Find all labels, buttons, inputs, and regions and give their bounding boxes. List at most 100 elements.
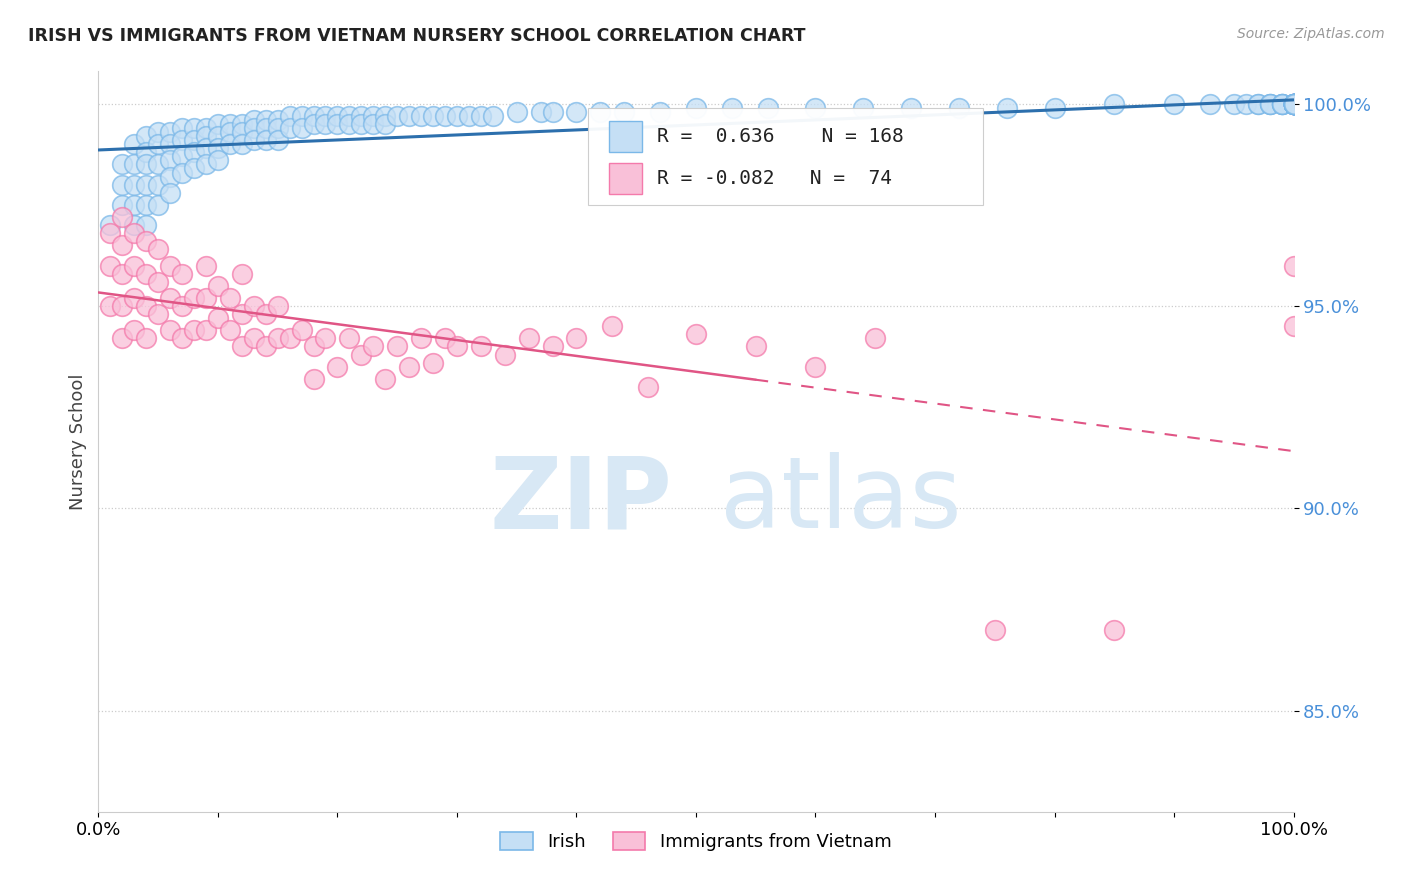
Point bbox=[685, 101, 707, 115]
Point bbox=[1282, 96, 1305, 111]
Point bbox=[1282, 96, 1305, 111]
Point bbox=[1282, 96, 1305, 111]
Point bbox=[1282, 96, 1305, 111]
Point bbox=[135, 331, 157, 345]
Point bbox=[481, 109, 505, 123]
Point bbox=[339, 117, 361, 131]
Point bbox=[159, 259, 181, 273]
Point bbox=[1282, 96, 1305, 111]
Point bbox=[302, 372, 325, 386]
Point bbox=[1282, 96, 1305, 111]
Point bbox=[1282, 96, 1305, 111]
Point bbox=[1282, 96, 1305, 111]
Point bbox=[1282, 259, 1305, 273]
Point bbox=[1199, 96, 1222, 111]
Point bbox=[195, 129, 218, 144]
FancyBboxPatch shape bbox=[589, 109, 983, 204]
Point bbox=[326, 109, 349, 123]
Point bbox=[1282, 96, 1305, 111]
Point bbox=[124, 198, 146, 212]
Point bbox=[1282, 96, 1305, 111]
Point bbox=[948, 101, 970, 115]
Point bbox=[135, 218, 157, 232]
Point bbox=[148, 243, 170, 257]
Text: ZIP: ZIP bbox=[489, 452, 672, 549]
Text: R = -0.082   N =  74: R = -0.082 N = 74 bbox=[657, 169, 891, 188]
Point bbox=[721, 101, 744, 115]
Point bbox=[183, 291, 205, 305]
Point bbox=[159, 323, 181, 337]
Point bbox=[148, 198, 170, 212]
Point bbox=[1282, 96, 1305, 111]
Point bbox=[1282, 96, 1305, 111]
Point bbox=[219, 291, 242, 305]
Point bbox=[517, 331, 540, 345]
Point bbox=[411, 109, 433, 123]
Point bbox=[111, 210, 134, 224]
Point bbox=[494, 347, 516, 361]
Point bbox=[254, 133, 277, 147]
Point bbox=[148, 275, 170, 289]
Point bbox=[183, 161, 205, 176]
Point bbox=[804, 359, 827, 374]
Point bbox=[98, 299, 122, 313]
Point bbox=[159, 125, 181, 139]
Point bbox=[1282, 319, 1305, 334]
Point bbox=[1282, 96, 1305, 111]
Point bbox=[243, 112, 266, 127]
Point bbox=[458, 109, 481, 123]
Point bbox=[278, 109, 301, 123]
Point bbox=[195, 157, 218, 171]
Y-axis label: Nursery School: Nursery School bbox=[69, 373, 87, 510]
Point bbox=[1282, 96, 1305, 111]
Point bbox=[231, 125, 253, 139]
Point bbox=[243, 120, 266, 135]
Point bbox=[1282, 96, 1305, 111]
Point bbox=[446, 109, 468, 123]
Point bbox=[183, 133, 205, 147]
Point bbox=[446, 339, 468, 353]
Point bbox=[243, 331, 266, 345]
Point bbox=[422, 109, 444, 123]
Point bbox=[172, 133, 194, 147]
Point bbox=[1282, 96, 1305, 111]
Point bbox=[1104, 96, 1126, 111]
Point bbox=[1234, 96, 1257, 111]
Point bbox=[254, 112, 277, 127]
Point bbox=[326, 359, 349, 374]
Point bbox=[745, 339, 768, 353]
Point bbox=[243, 133, 266, 147]
Point bbox=[1282, 96, 1305, 111]
Point bbox=[1282, 96, 1305, 111]
Point bbox=[565, 331, 588, 345]
Point bbox=[1282, 96, 1305, 111]
Point bbox=[1282, 96, 1305, 111]
Point bbox=[195, 259, 218, 273]
Point bbox=[1282, 96, 1305, 111]
Point bbox=[541, 339, 564, 353]
Point bbox=[267, 120, 290, 135]
Point bbox=[374, 109, 396, 123]
Point bbox=[1282, 96, 1305, 111]
Point bbox=[267, 133, 290, 147]
Point bbox=[111, 331, 134, 345]
Point bbox=[124, 157, 146, 171]
Point bbox=[195, 291, 218, 305]
Point bbox=[111, 157, 134, 171]
Point bbox=[243, 299, 266, 313]
Point bbox=[589, 104, 612, 119]
Point bbox=[1282, 96, 1305, 111]
Point bbox=[219, 117, 242, 131]
Point bbox=[541, 104, 564, 119]
Point bbox=[1104, 623, 1126, 637]
Point bbox=[1223, 96, 1246, 111]
Point bbox=[207, 311, 229, 326]
Point bbox=[124, 291, 146, 305]
Point bbox=[422, 356, 444, 370]
Point bbox=[315, 331, 337, 345]
Point bbox=[434, 109, 457, 123]
Point bbox=[1258, 96, 1281, 111]
Point bbox=[363, 109, 385, 123]
Point bbox=[207, 153, 229, 168]
Point bbox=[374, 372, 396, 386]
